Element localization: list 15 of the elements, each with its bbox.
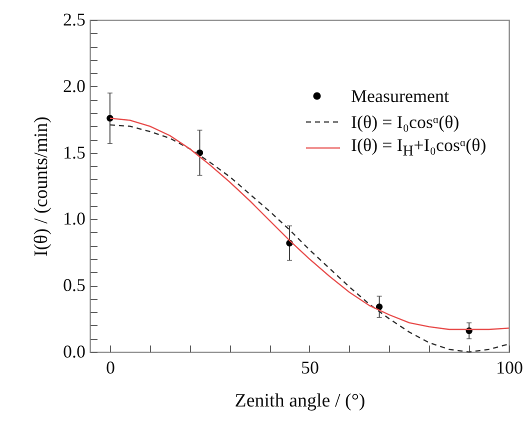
y-tick-label: 1.0 (63, 208, 86, 229)
y-tick-label: 2.0 (63, 76, 86, 96)
x-axis-title: Zenith angle / (°) (234, 390, 366, 412)
x-tick-label: 0 (106, 358, 115, 378)
y-tick-label: 0.5 (63, 275, 86, 296)
y-tick-label: 2.5 (63, 10, 86, 30)
y-axis-title: I(θ) / (counts/min) (31, 116, 52, 256)
x-tick-label: 50 (300, 358, 319, 378)
legend-label: Measurement (351, 86, 449, 106)
legend-label: I(θ) = I₀cosᵅ(θ) (351, 112, 460, 132)
y-tick-label: 1.5 (63, 142, 86, 162)
y-tick-label: 0.0 (63, 342, 86, 362)
x-tick-label: 100 (496, 358, 523, 378)
legend-label: I(θ) = I$_{H}$+I₀cosᵅ(θ) (351, 135, 486, 161)
point (376, 304, 383, 310)
